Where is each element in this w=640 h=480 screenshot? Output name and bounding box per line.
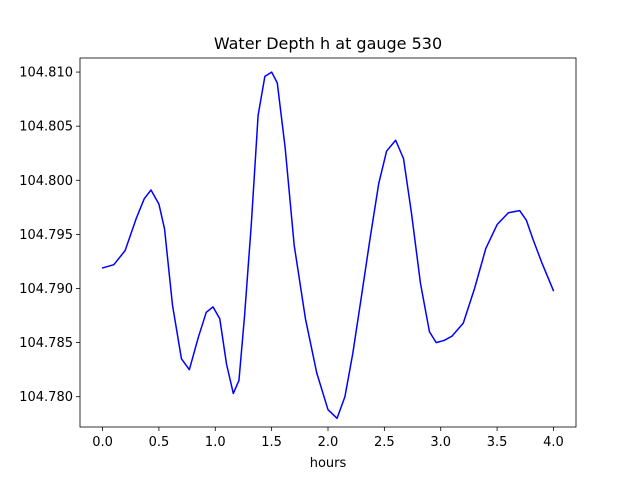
plot-area [101, 71, 555, 420]
y-tick-label: 104.795 [19, 228, 73, 243]
x-tick-label: 2.0 [318, 435, 339, 450]
y-tick-label: 104.805 [19, 120, 73, 135]
y-tick-label: 104.785 [19, 336, 73, 351]
x-axis-label: hours [310, 456, 347, 471]
y-tick-label: 104.800 [19, 174, 73, 189]
x-tick-label: 3.0 [430, 435, 451, 450]
axes: 0.0 0.5 1.0 1.5 2.0 2.5 3.0 3.5 4.0 104.780 104.78… [19, 57, 577, 450]
x-tick-label: 0.5 [149, 435, 170, 450]
x-tick-label: 2.5 [374, 435, 395, 450]
y-tick-label: 104.780 [19, 390, 73, 405]
chart-title: Water Depth h at gauge 530 [214, 34, 442, 53]
x-tick-label: 1.5 [261, 435, 282, 450]
x-tick-label: 4.0 [543, 435, 564, 450]
x-tick-label: 1.0 [205, 435, 226, 450]
x-tick-label: 3.5 [487, 435, 508, 450]
y-tick-label: 104.810 [19, 66, 73, 81]
x-tick-label: 0.0 [92, 435, 113, 450]
series-line-0 [101, 71, 555, 420]
y-tick-label: 104.790 [19, 282, 73, 297]
